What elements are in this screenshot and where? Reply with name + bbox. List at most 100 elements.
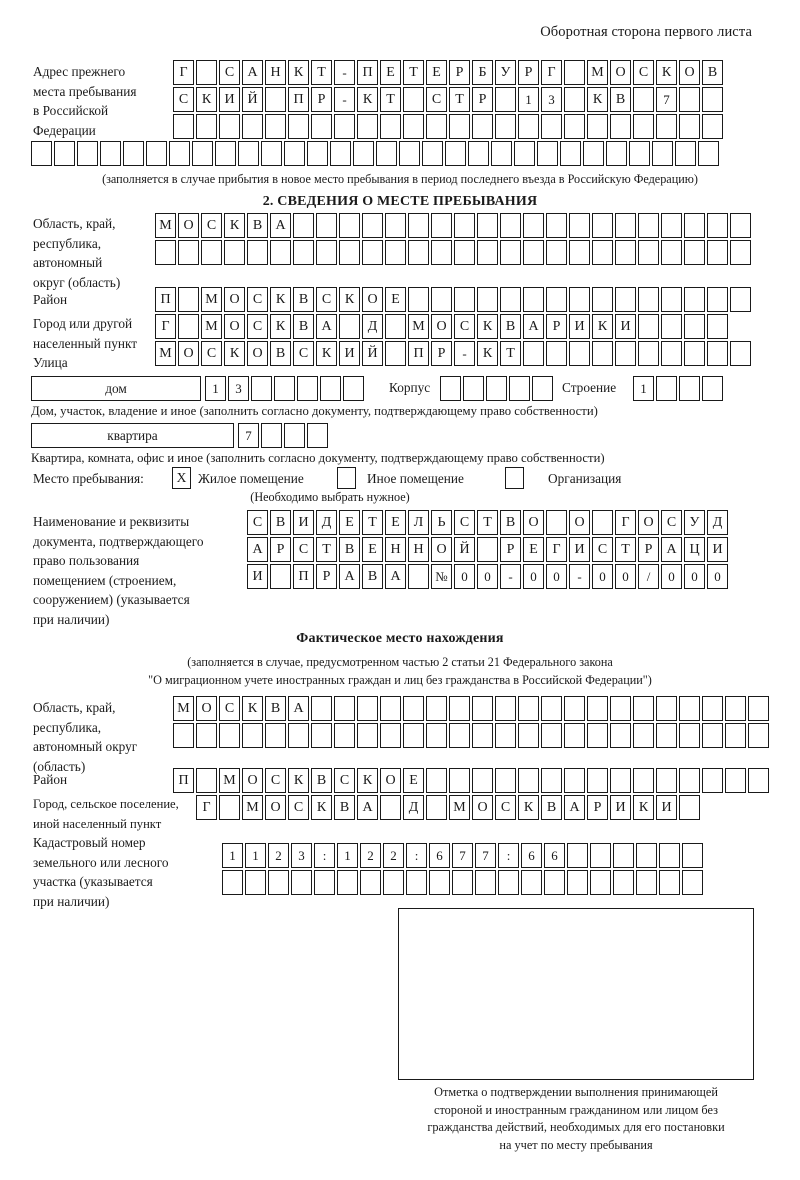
comb-cell[interactable] <box>730 240 751 265</box>
comb-cell[interactable]: Р <box>638 537 659 562</box>
comb-cell[interactable]: С <box>293 537 314 562</box>
comb-cell[interactable]: 0 <box>592 564 613 589</box>
korpus-row[interactable] <box>440 376 553 401</box>
comb-cell[interactable] <box>408 287 429 312</box>
comb-cell[interactable] <box>251 376 272 401</box>
comb-cell[interactable] <box>518 723 539 748</box>
comb-cell[interactable] <box>449 768 470 793</box>
comb-cell[interactable] <box>463 376 484 401</box>
comb-cell[interactable] <box>592 510 613 535</box>
comb-cell[interactable]: Л <box>408 510 429 535</box>
comb-cell[interactable] <box>523 240 544 265</box>
comb-cell[interactable] <box>702 114 723 139</box>
comb-cell[interactable]: С <box>201 341 222 366</box>
comb-cell[interactable] <box>592 240 613 265</box>
comb-cell[interactable]: М <box>155 213 176 238</box>
comb-cell[interactable]: Р <box>311 87 332 112</box>
comb-cell[interactable]: Б <box>472 60 493 85</box>
comb-cell[interactable] <box>224 240 245 265</box>
comb-cell[interactable]: Г <box>615 510 636 535</box>
comb-cell[interactable] <box>178 314 199 339</box>
comb-cell[interactable] <box>661 240 682 265</box>
comb-cell[interactable]: О <box>224 287 245 312</box>
comb-cell[interactable] <box>362 213 383 238</box>
comb-cell[interactable]: Е <box>385 287 406 312</box>
comb-cell[interactable]: С <box>247 314 268 339</box>
comb-cell[interactable] <box>569 213 590 238</box>
comb-cell[interactable] <box>337 870 358 895</box>
comb-cell[interactable] <box>468 141 489 166</box>
comb-cell[interactable] <box>702 376 723 401</box>
comb-cell[interactable]: К <box>339 287 360 312</box>
comb-cell[interactable] <box>385 314 406 339</box>
comb-cell[interactable]: К <box>592 314 613 339</box>
comb-cell[interactable]: Р <box>500 537 521 562</box>
comb-cell[interactable]: 1 <box>205 376 226 401</box>
comb-cell[interactable] <box>684 240 705 265</box>
comb-cell[interactable]: Р <box>316 564 337 589</box>
comb-cell[interactable] <box>178 240 199 265</box>
comb-cell[interactable] <box>518 696 539 721</box>
comb-cell[interactable] <box>178 287 199 312</box>
actual-region-row-2[interactable] <box>173 723 769 748</box>
comb-cell[interactable]: В <box>247 213 268 238</box>
comb-cell[interactable] <box>495 696 516 721</box>
comb-cell[interactable] <box>343 376 364 401</box>
comb-cell[interactable] <box>679 768 700 793</box>
comb-cell[interactable]: И <box>219 87 240 112</box>
comb-cell[interactable] <box>564 696 585 721</box>
comb-cell[interactable]: Т <box>449 87 470 112</box>
comb-cell[interactable] <box>567 870 588 895</box>
comb-cell[interactable] <box>495 87 516 112</box>
comb-cell[interactable] <box>613 843 634 868</box>
comb-cell[interactable]: 0 <box>477 564 498 589</box>
comb-cell[interactable]: М <box>219 768 240 793</box>
comb-cell[interactable]: О <box>196 696 217 721</box>
comb-cell[interactable] <box>541 696 562 721</box>
comb-cell[interactable]: 0 <box>454 564 475 589</box>
comb-cell[interactable]: А <box>564 795 585 820</box>
comb-cell[interactable]: 1 <box>222 843 243 868</box>
comb-cell[interactable] <box>426 768 447 793</box>
flat-field-label[interactable]: квартира <box>31 423 234 448</box>
comb-cell[interactable]: М <box>408 314 429 339</box>
comb-cell[interactable]: П <box>293 564 314 589</box>
comb-cell[interactable] <box>219 114 240 139</box>
comb-cell[interactable] <box>320 376 341 401</box>
comb-cell[interactable] <box>196 723 217 748</box>
comb-cell[interactable] <box>656 696 677 721</box>
comb-cell[interactable]: 2 <box>268 843 289 868</box>
comb-cell[interactable]: К <box>288 768 309 793</box>
comb-cell[interactable] <box>564 768 585 793</box>
comb-cell[interactable] <box>546 213 567 238</box>
comb-cell[interactable]: К <box>242 696 263 721</box>
comb-cell[interactable]: Р <box>587 795 608 820</box>
comb-cell[interactable] <box>477 287 498 312</box>
comb-cell[interactable] <box>385 240 406 265</box>
comb-cell[interactable]: 0 <box>523 564 544 589</box>
comb-cell[interactable]: К <box>656 60 677 85</box>
comb-cell[interactable]: М <box>449 795 470 820</box>
comb-cell[interactable] <box>426 795 447 820</box>
comb-cell[interactable]: М <box>155 341 176 366</box>
comb-cell[interactable]: Г <box>546 537 567 562</box>
comb-cell[interactable]: А <box>339 564 360 589</box>
comb-cell[interactable]: К <box>316 341 337 366</box>
house-field-label[interactable]: дом <box>31 376 201 401</box>
comb-cell[interactable] <box>334 696 355 721</box>
comb-cell[interactable] <box>449 114 470 139</box>
comb-cell[interactable] <box>449 723 470 748</box>
comb-cell[interactable] <box>587 696 608 721</box>
comb-cell[interactable]: Й <box>454 537 475 562</box>
comb-cell[interactable] <box>684 314 705 339</box>
comb-cell[interactable] <box>684 213 705 238</box>
comb-cell[interactable] <box>268 870 289 895</box>
comb-cell[interactable] <box>426 696 447 721</box>
comb-cell[interactable] <box>633 723 654 748</box>
comb-cell[interactable] <box>472 696 493 721</box>
comb-cell[interactable] <box>297 376 318 401</box>
comb-cell[interactable] <box>592 341 613 366</box>
comb-cell[interactable]: В <box>334 795 355 820</box>
comb-cell[interactable] <box>633 114 654 139</box>
